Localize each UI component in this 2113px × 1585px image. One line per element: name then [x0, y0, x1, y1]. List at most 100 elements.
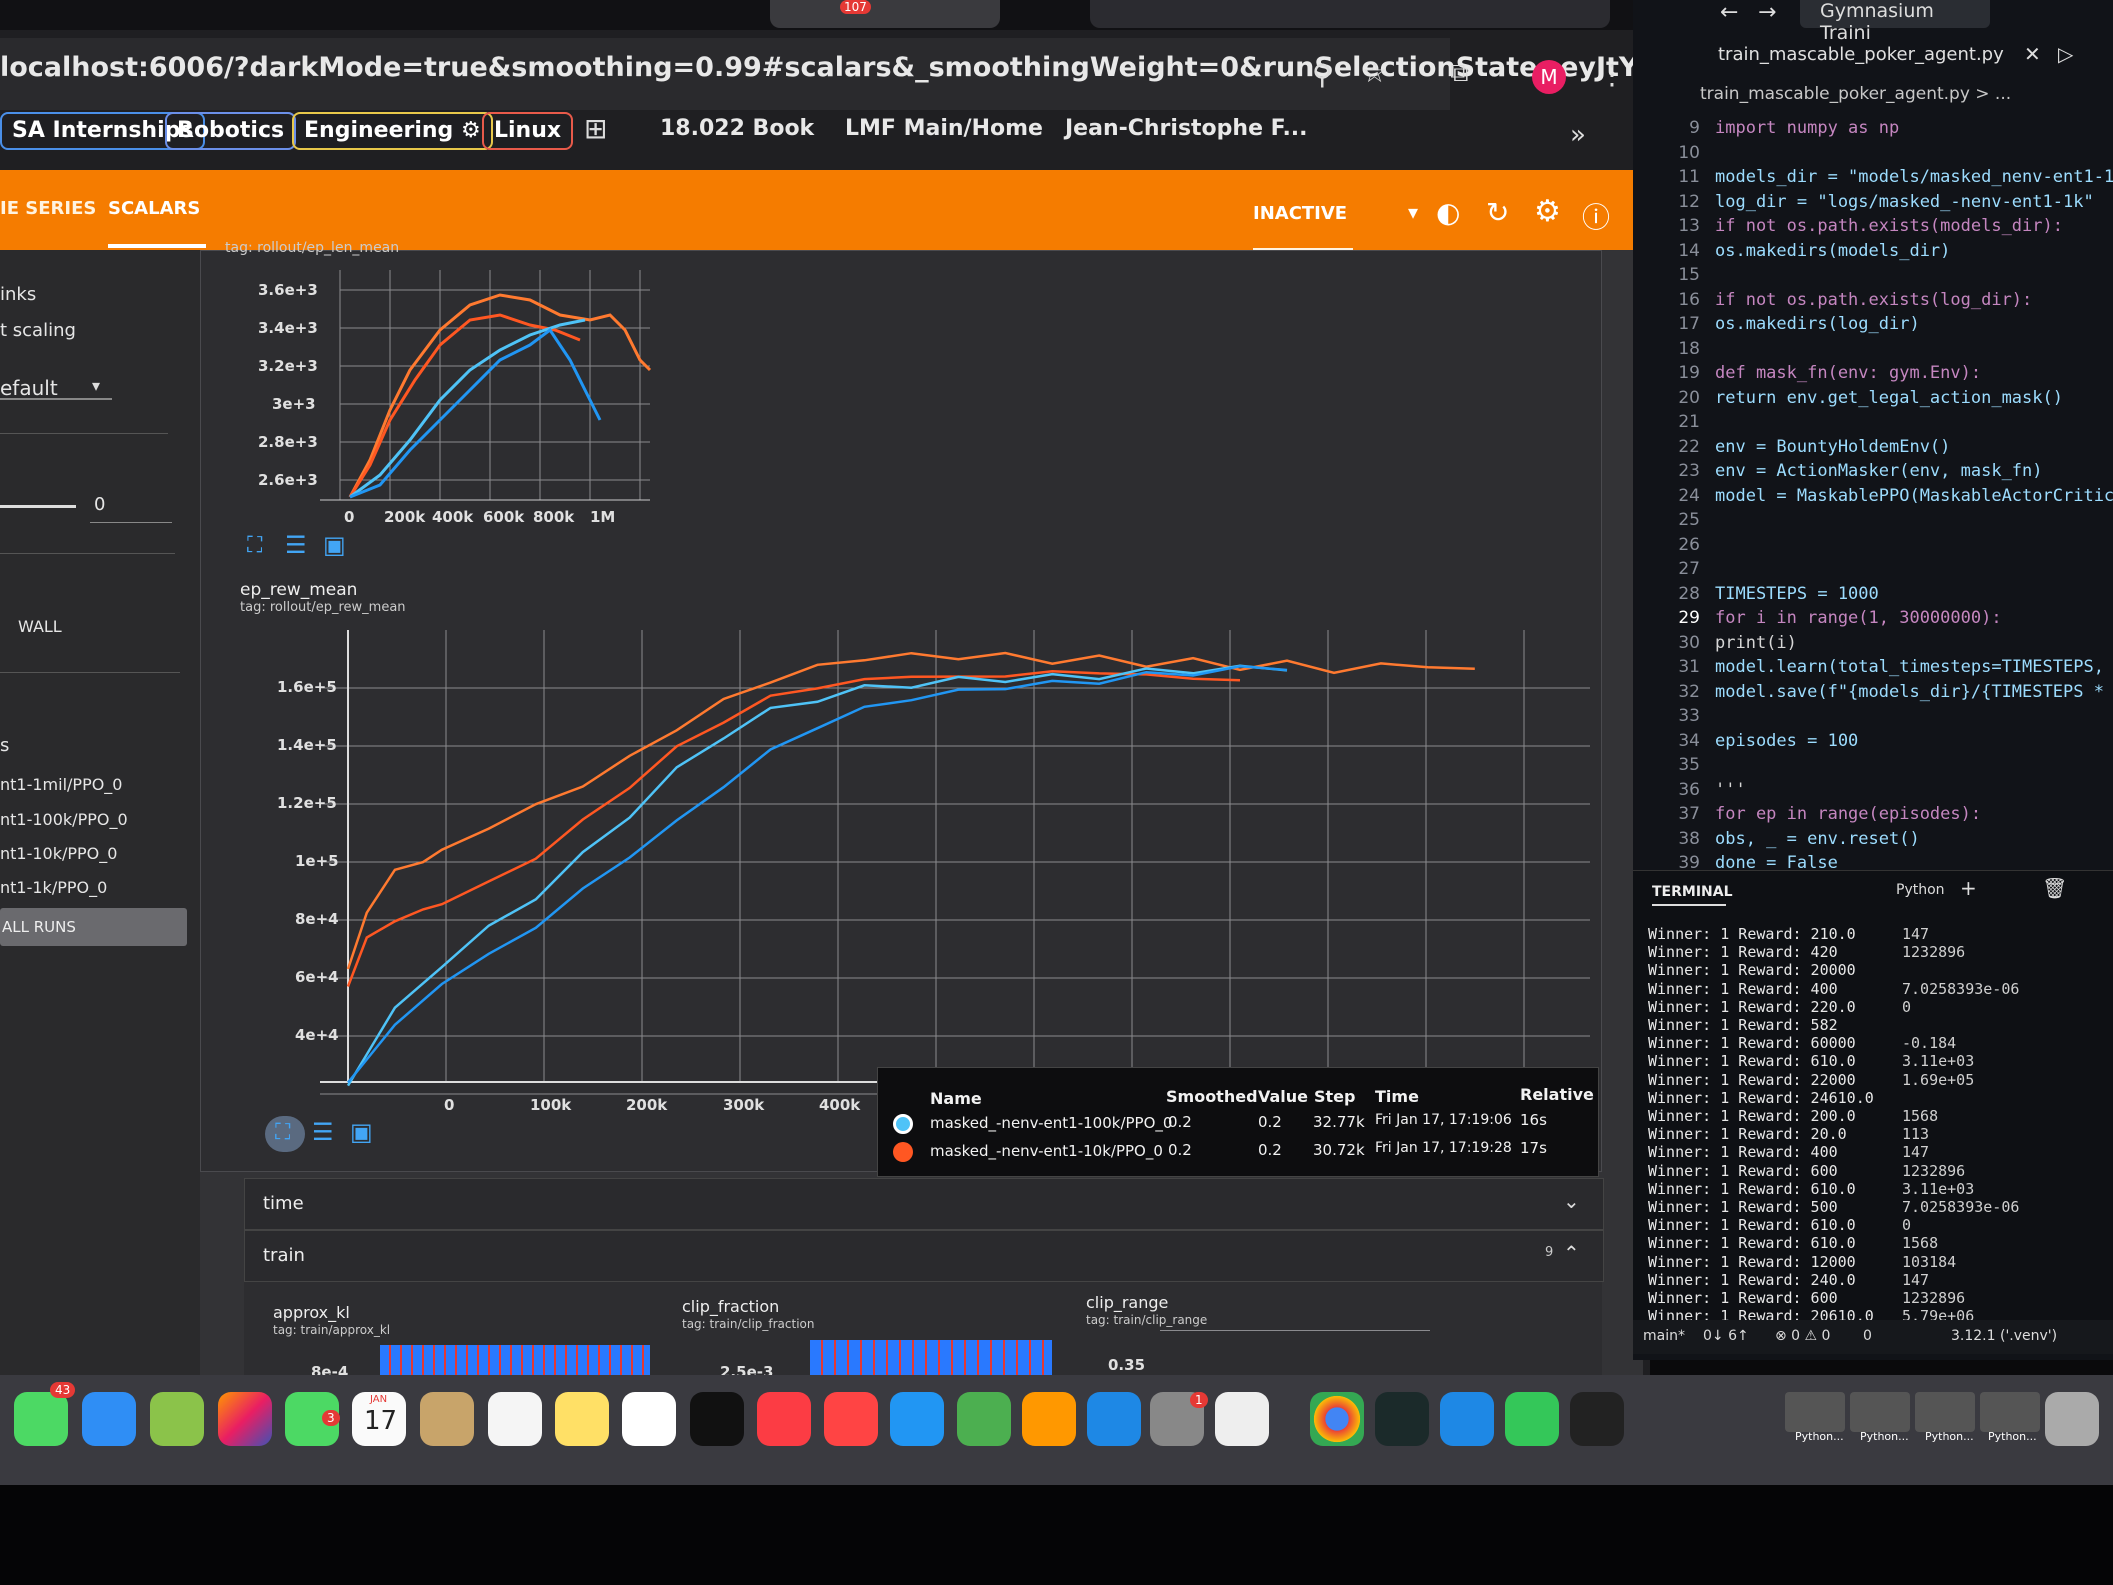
- data-table-icon[interactable]: ☰: [312, 1118, 334, 1146]
- python-window-thumb[interactable]: [1785, 1392, 1845, 1432]
- code-line[interactable]: TIMESTEPS = 1000: [1715, 583, 1879, 604]
- avatar[interactable]: M: [1532, 60, 1566, 94]
- chrome-icon[interactable]: [1310, 1392, 1364, 1446]
- series-line-3[interactable]: [347, 665, 1288, 1084]
- chevron-down-icon[interactable]: ⌄: [1563, 1189, 1580, 1213]
- code-line[interactable]: model.save(f"{models_dir}/{TIMESTEPS *: [1715, 681, 2104, 702]
- code-line[interactable]: import numpy as np: [1715, 118, 1900, 138]
- run-item[interactable]: nt1-1k/PPO_0: [0, 878, 108, 897]
- chevron-down-icon[interactable]: ▾: [92, 376, 101, 395]
- run-item[interactable]: nt1-100k/PPO_0: [0, 810, 128, 829]
- section-train[interactable]: train 9 ⌃: [244, 1230, 1604, 1282]
- bookmark-sa-internships[interactable]: SA Internships: [0, 112, 206, 150]
- keynote-icon[interactable]: [890, 1392, 944, 1446]
- sheets-icon[interactable]: [1505, 1392, 1559, 1446]
- bookmark-engineering[interactable]: Engineering ⚙: [292, 112, 493, 150]
- code-line[interactable]: for ep in range(episodes):: [1715, 804, 1982, 824]
- back-icon[interactable]: ←: [1720, 0, 1739, 25]
- more-bookmarks-icon[interactable]: »: [1570, 120, 1586, 150]
- settings-icon[interactable]: ⚙: [1534, 194, 1561, 229]
- python-window-thumb[interactable]: [1980, 1392, 2040, 1432]
- tab-scalars[interactable]: SCALARS: [108, 198, 201, 219]
- help-icon[interactable]: ⓘ: [1582, 201, 1611, 234]
- browser-tab[interactable]: [770, 0, 1000, 28]
- data-table-icon[interactable]: ☰: [285, 531, 307, 559]
- calendar-icon[interactable]: JAN 17: [352, 1392, 406, 1446]
- breadcrumb[interactable]: train_mascable_poker_agent.py > ...: [1700, 84, 2012, 104]
- horizontal-axis-wall[interactable]: WALL: [18, 617, 62, 636]
- code-line[interactable]: obs, _ = env.reset(): [1715, 828, 1920, 849]
- editor-tab[interactable]: train_mascable_poker_agent.py: [1718, 44, 2004, 65]
- apps-grid-icon[interactable]: ⊞: [584, 112, 608, 145]
- zoom-icon[interactable]: ⚲: [1312, 58, 1333, 91]
- clip-fraction-chart[interactable]: [810, 1340, 1052, 1380]
- photos-icon[interactable]: [218, 1392, 272, 1446]
- code-line[interactable]: for i in range(1, 30000000):: [1715, 608, 2002, 628]
- ports-status[interactable]: 0: [1863, 1328, 1872, 1344]
- extensions-icon[interactable]: ⧉: [1450, 58, 1469, 88]
- code-line[interactable]: if not os.path.exists(models_dir):: [1715, 216, 2063, 236]
- series-line-0[interactable]: [346, 651, 1475, 970]
- code-line[interactable]: env = BountyHoldemEnv(): [1715, 436, 1951, 457]
- activity-monitor-icon[interactable]: [1375, 1392, 1429, 1446]
- code-line[interactable]: model = MaskablePPO(MaskableActorCriticP…: [1715, 485, 2113, 506]
- problems-status[interactable]: ⊗ 0 ⚠ 0: [1775, 1328, 1831, 1344]
- news-icon[interactable]: [824, 1392, 878, 1446]
- code-line[interactable]: log_dir = "logs/masked_-nenv-ent1-1k": [1715, 191, 2094, 212]
- freeform-icon[interactable]: [622, 1392, 676, 1446]
- section-time[interactable]: time ⌄: [244, 1178, 1604, 1230]
- url-text[interactable]: localhost:6006/?darkMode=true&smoothing=…: [0, 52, 1746, 83]
- pages-icon[interactable]: [1022, 1392, 1076, 1446]
- music-icon[interactable]: [757, 1392, 811, 1446]
- reminders-icon[interactable]: [488, 1392, 542, 1446]
- tooltip-sorting-select[interactable]: efault: [0, 376, 58, 400]
- app-store-icon[interactable]: [1087, 1392, 1141, 1446]
- tab-time-series[interactable]: IE SERIES: [0, 198, 97, 219]
- code-line[interactable]: print(i): [1715, 632, 1797, 653]
- python-window-thumb[interactable]: [1915, 1392, 1975, 1432]
- code-line[interactable]: models_dir = "models/masked_nenv-ent1-1k: [1715, 167, 2113, 187]
- command-center[interactable]: Gymnasium Traini: [1800, 0, 1990, 44]
- code-line[interactable]: ''': [1715, 779, 1746, 800]
- bookmark-jean-christophe[interactable]: Jean-Christophe F...: [1065, 116, 1308, 141]
- sidebar-show-links[interactable]: inks: [0, 284, 37, 305]
- mail-icon[interactable]: [82, 1392, 136, 1446]
- python-version[interactable]: 3.12.1 ('.venv'): [1951, 1328, 2058, 1344]
- python-window-thumb[interactable]: [1850, 1392, 1910, 1432]
- fit-domain-icon[interactable]: ▣: [350, 1118, 373, 1146]
- toggle-all-runs-button[interactable]: ALL RUNS: [0, 908, 187, 946]
- terminal-shell[interactable]: Python: [1896, 882, 1945, 898]
- contacts-icon[interactable]: [420, 1392, 474, 1446]
- add-terminal-icon[interactable]: +: [1960, 876, 1977, 900]
- browser-tab[interactable]: [1090, 0, 1610, 28]
- branch-status[interactable]: main*: [1643, 1328, 1685, 1344]
- maps-icon[interactable]: [150, 1392, 204, 1446]
- address-bar[interactable]: [0, 38, 1450, 112]
- refresh-icon[interactable]: ↻: [1486, 196, 1510, 229]
- sidebar-scaling[interactable]: t scaling: [0, 320, 76, 341]
- chevron-up-icon[interactable]: ⌃: [1563, 1241, 1580, 1265]
- series-line-1[interactable]: [346, 669, 1241, 987]
- roblox-icon[interactable]: [1215, 1392, 1269, 1446]
- numbers-icon[interactable]: [957, 1392, 1011, 1446]
- fullscreen-button[interactable]: ⛶: [265, 1116, 305, 1152]
- notes-icon[interactable]: [555, 1392, 609, 1446]
- run-item[interactable]: nt1-10k/PPO_0: [0, 844, 118, 863]
- run-icon[interactable]: ▷: [2058, 42, 2074, 66]
- bookmark-robotics[interactable]: Robotics: [165, 112, 297, 150]
- terminal-tab[interactable]: TERMINAL: [1652, 884, 1733, 900]
- code-line[interactable]: if not os.path.exists(log_dir):: [1715, 289, 2033, 310]
- code-line[interactable]: return env.get_legal_action_mask(): [1715, 387, 2063, 408]
- smoothing-slider[interactable]: [0, 505, 76, 508]
- code-line[interactable]: episodes = 100: [1715, 730, 1859, 751]
- trash-bin-icon[interactable]: [2045, 1392, 2099, 1446]
- run-item[interactable]: nt1-1mil/PPO_0: [0, 775, 123, 794]
- forward-icon[interactable]: →: [1758, 0, 1777, 25]
- code-line[interactable]: def mask_fn(env: gym.Env):: [1715, 363, 1982, 383]
- ep-len-mean-chart[interactable]: [240, 260, 660, 530]
- bookmark-book[interactable]: 18.022 Book: [660, 116, 815, 141]
- bookmark-linux[interactable]: Linux: [482, 112, 574, 150]
- messages-icon[interactable]: [14, 1392, 68, 1446]
- run-status-select[interactable]: INACTIVE: [1253, 203, 1348, 224]
- code-line[interactable]: done = False: [1715, 853, 1838, 873]
